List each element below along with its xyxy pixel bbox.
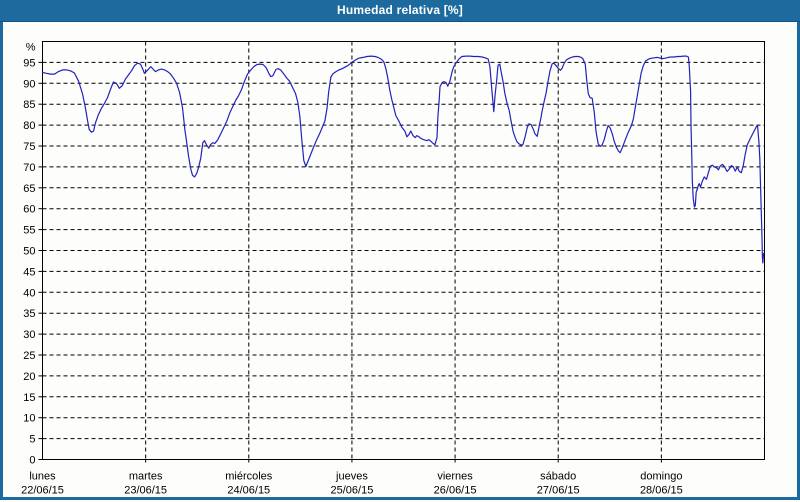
y-tick-label: 85	[23, 99, 35, 111]
x-axis-date-label: 27/06/15	[537, 485, 580, 497]
x-axis-day-label: viernes	[437, 471, 473, 483]
y-tick-label: 0	[29, 455, 35, 467]
humidity-series-line	[41, 55, 765, 264]
y-tick-label: 45	[23, 266, 35, 278]
y-tick-label: 60	[23, 204, 35, 216]
y-tick-label: 25	[23, 350, 35, 362]
x-axis-date-label: 25/06/15	[331, 485, 374, 497]
y-tick-label: 70	[23, 162, 35, 174]
x-axis-day-label: sábado	[540, 471, 576, 483]
x-axis-day-label: domingo	[640, 471, 682, 483]
y-tick-label: 55	[23, 225, 35, 237]
x-axis-day-label: lunes	[29, 471, 56, 483]
x-axis-day-label: jueves	[335, 471, 368, 483]
y-tick-label: 50	[23, 246, 35, 258]
x-axis-date-label: 23/06/15	[124, 485, 167, 497]
x-axis-date-label: 22/06/15	[21, 485, 64, 497]
y-tick-label: 20	[23, 371, 35, 383]
humidity-line-chart: 0 5 10 15 20 25 30 35 40 45 50 55 60 65 70 75 80 85 90 95% l…	[21, 41, 765, 497]
chart-title-bar: Humedad relativa [%]	[0, 0, 800, 22]
y-tick-label: 90	[23, 78, 35, 90]
y-tick-label: 65	[23, 183, 35, 195]
plot-border	[42, 41, 765, 460]
y-tick-label: 75	[23, 141, 35, 153]
y-tick-label: 35	[23, 308, 35, 320]
y-tick-label: 15	[23, 392, 35, 404]
x-axis-day-label: martes	[129, 471, 163, 483]
x-axis-date-label: 24/06/15	[227, 485, 270, 497]
y-tick-label: 10	[23, 413, 35, 425]
chart-area: 0 5 10 15 20 25 30 35 40 45 50 55 60 65 70 75 80 85 90 95% l…	[0, 21, 800, 497]
y-tick-label: 40	[23, 287, 35, 299]
y-tick-label: 80	[23, 120, 35, 132]
y-tick-label: 30	[23, 329, 35, 341]
x-axis-date-label: 26/06/15	[434, 485, 477, 497]
x-axis-date-label: 28/06/15	[640, 485, 683, 497]
y-tick-label: 5	[29, 434, 35, 446]
x-axis-day-label: miércoles	[225, 471, 273, 483]
y-tick-label: 95	[23, 57, 35, 69]
y-axis-unit-label: %	[26, 42, 36, 54]
